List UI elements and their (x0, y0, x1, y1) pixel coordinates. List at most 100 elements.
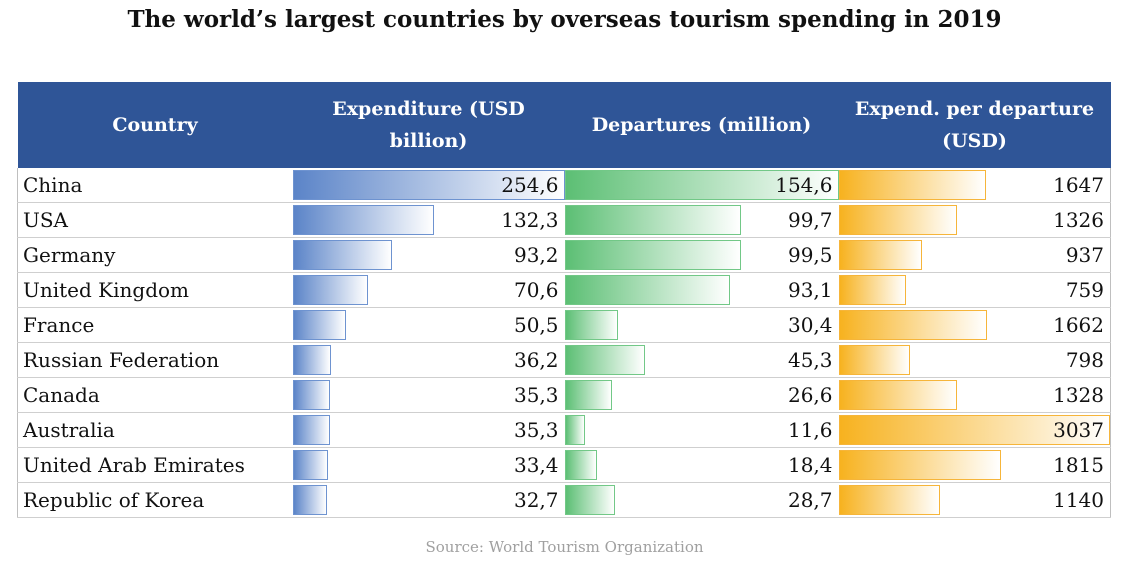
expenditure-cell: 70,6 (292, 272, 565, 308)
country-cell: United Kingdom (17, 272, 293, 308)
departures-cell: 28,7 (564, 482, 839, 518)
departures-cell: 18,4 (564, 447, 839, 483)
departures-bar (564, 205, 742, 235)
country-cell: Republic of Korea (17, 482, 293, 518)
country-cell: China (17, 168, 293, 203)
per-departure-bar (838, 205, 958, 235)
header-row: Country Expenditure (USD billion) Depart… (17, 82, 1111, 168)
source-note: Source: World Tourism Organization (425, 538, 704, 556)
per-departure-cell: 937 (838, 237, 1111, 273)
departures-value: 28,7 (787, 488, 833, 512)
table-row: Republic of Korea 32,7 28,7 1140 (17, 482, 1111, 518)
table-row: France 50,5 30,4 1662 (17, 307, 1111, 343)
expenditure-cell: 50,5 (292, 307, 565, 343)
expenditure-bar (292, 240, 393, 270)
departures-value: 99,7 (787, 208, 833, 232)
col-header-expenditure: Expenditure (USD billion) (292, 82, 565, 168)
expenditure-value: 36,2 (513, 348, 559, 372)
table-row: Australia 35,3 11,6 3037 (17, 412, 1111, 448)
per-departure-bar (838, 345, 910, 375)
expenditure-bar (292, 415, 331, 445)
col-header-country: Country (17, 82, 293, 168)
departures-cell: 154,6 (564, 168, 839, 203)
table-row: USA 132,3 99,7 1326 (17, 202, 1111, 238)
per-departure-value: 759 (1065, 278, 1104, 302)
per-departure-bar (838, 450, 1001, 480)
per-departure-cell: 1815 (838, 447, 1111, 483)
expenditure-cell: 93,2 (292, 237, 565, 273)
per-departure-cell: 1326 (838, 202, 1111, 238)
expenditure-cell: 132,3 (292, 202, 565, 238)
departures-bar (564, 380, 612, 410)
departures-cell: 99,7 (564, 202, 839, 238)
departures-value: 45,3 (787, 348, 833, 372)
country-cell: Russian Federation (17, 342, 293, 378)
per-departure-value: 798 (1065, 348, 1104, 372)
expenditure-cell: 35,3 (292, 377, 565, 413)
per-departure-cell: 759 (838, 272, 1111, 308)
per-departure-cell: 1140 (838, 482, 1111, 518)
country-cell: USA (17, 202, 293, 238)
per-departure-cell: 1328 (838, 377, 1111, 413)
country-cell: France (17, 307, 293, 343)
table-row: Germany 93,2 99,5 937 (17, 237, 1111, 273)
expenditure-value: 35,3 (513, 418, 559, 442)
table-row: United Arab Emirates 33,4 18,4 1815 (17, 447, 1111, 483)
country-cell: Australia (17, 412, 293, 448)
per-departure-bar (838, 485, 941, 515)
expenditure-cell: 36,2 (292, 342, 565, 378)
departures-bar (564, 310, 619, 340)
expenditure-cell: 32,7 (292, 482, 565, 518)
per-departure-cell: 3037 (838, 412, 1111, 448)
departures-cell: 26,6 (564, 377, 839, 413)
expenditure-bar (292, 170, 565, 200)
departures-bar (564, 240, 741, 270)
departures-value: 93,1 (787, 278, 833, 302)
departures-cell: 99,5 (564, 237, 839, 273)
expenditure-value: 50,5 (513, 313, 559, 337)
expenditure-bar (292, 205, 434, 235)
departures-cell: 45,3 (564, 342, 839, 378)
expenditure-value: 32,7 (513, 488, 559, 512)
expenditure-cell: 35,3 (292, 412, 565, 448)
expenditure-bar (292, 485, 328, 515)
chart-title: The world’s largest countries by oversea… (127, 6, 1002, 33)
expenditure-bar (292, 450, 329, 480)
departures-value: 11,6 (787, 418, 833, 442)
expenditure-value: 132,3 (501, 208, 559, 232)
per-departure-value: 1326 (1053, 208, 1104, 232)
per-departure-cell: 1662 (838, 307, 1111, 343)
departures-value: 99,5 (787, 243, 833, 267)
table-row: Russian Federation 36,2 45,3 798 (17, 342, 1111, 378)
departures-cell: 93,1 (564, 272, 839, 308)
col-header-departures: Departures (million) (564, 82, 839, 168)
per-departure-value: 1662 (1053, 313, 1104, 337)
expenditure-cell: 33,4 (292, 447, 565, 483)
departures-bar (564, 450, 598, 480)
expenditure-value: 70,6 (513, 278, 559, 302)
per-departure-bar (838, 275, 907, 305)
per-departure-bar (838, 380, 958, 410)
departures-bar (564, 345, 645, 375)
expenditure-value: 93,2 (513, 243, 559, 267)
per-departure-bar (838, 240, 923, 270)
expenditure-value: 33,4 (513, 453, 559, 477)
per-departure-value: 1140 (1053, 488, 1104, 512)
expenditure-bar (292, 345, 332, 375)
per-departure-value: 1647 (1053, 173, 1104, 197)
country-cell: Germany (17, 237, 293, 273)
expenditure-cell: 254,6 (292, 168, 565, 203)
per-departure-value: 1328 (1053, 383, 1104, 407)
country-cell: United Arab Emirates (17, 447, 293, 483)
expenditure-bar (292, 275, 368, 305)
col-header-per-departure: Expend. per departure (USD) (838, 82, 1111, 168)
per-departure-cell: 1647 (838, 168, 1111, 203)
departures-cell: 11,6 (564, 412, 839, 448)
per-departure-bar (838, 170, 986, 200)
per-departure-value: 3037 (1053, 418, 1104, 442)
table-body: China 254,6 154,6 1647 USA 132,3 99,7 1326 Germa… (17, 168, 1111, 518)
table-row: Canada 35,3 26,6 1328 (17, 377, 1111, 413)
departures-value: 26,6 (787, 383, 833, 407)
departures-bar (564, 275, 730, 305)
departures-value: 18,4 (787, 453, 833, 477)
